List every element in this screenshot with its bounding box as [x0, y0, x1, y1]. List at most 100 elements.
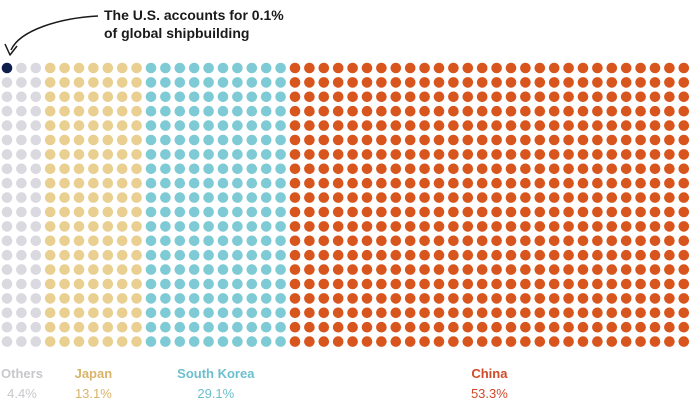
dot-china [361, 249, 373, 261]
dot-japan [88, 235, 99, 247]
dot-japan [88, 105, 99, 117]
dot-china [534, 221, 546, 232]
dot-south_korea [203, 91, 214, 103]
dot-china [563, 206, 574, 218]
dot-south_korea [275, 293, 286, 304]
dot-china [476, 91, 488, 103]
dot-china [548, 149, 560, 160]
dot-south_korea [217, 293, 229, 304]
dot-china [361, 321, 373, 333]
dot-china [433, 120, 445, 131]
dot-china [419, 192, 430, 203]
dot-japan [131, 192, 142, 203]
dot-japan [59, 91, 70, 103]
dot-china [419, 336, 430, 347]
dot-china [289, 192, 301, 203]
dot-south_korea [246, 278, 258, 290]
dot-japan [88, 91, 99, 103]
dot-china [304, 249, 315, 261]
dot-china [419, 105, 430, 117]
dot-china [419, 221, 430, 232]
dot-china [606, 321, 618, 333]
dot-china [448, 192, 459, 203]
dot-china [635, 278, 646, 290]
dot-china [361, 221, 373, 232]
dot-south_korea [160, 149, 171, 160]
dot-japan [44, 278, 56, 290]
dot-china [390, 163, 402, 175]
dot-china [318, 264, 330, 275]
dot-china [678, 120, 690, 131]
dot-china [649, 221, 661, 232]
dot-china [304, 177, 315, 189]
dot-china [606, 91, 618, 103]
dot-others [1, 221, 13, 232]
dot-china [433, 149, 445, 160]
dot-china [347, 336, 358, 347]
dot-china [534, 321, 546, 333]
dot-china [635, 120, 646, 131]
dot-china [620, 163, 632, 175]
dot-china [390, 77, 402, 88]
dot-japan [73, 62, 85, 74]
dot-china [563, 235, 574, 247]
dot-japan [131, 62, 142, 74]
dot-south_korea [246, 264, 258, 275]
dot-china [520, 177, 531, 189]
annotation-text: The U.S. accounts for 0.1% of global shi… [104, 6, 284, 42]
dot-china [606, 192, 618, 203]
dot-china [577, 235, 589, 247]
dot-china [520, 134, 531, 146]
dot-south_korea [260, 221, 272, 232]
dot-japan [88, 134, 99, 146]
dot-japan [73, 192, 85, 203]
dot-south_korea [174, 91, 186, 103]
dot-china [404, 278, 416, 290]
dot-china [390, 264, 402, 275]
dot-china [563, 149, 574, 160]
dot-china [361, 278, 373, 290]
legend-value-south_korea: 29.1% [197, 386, 235, 401]
legend-label-south_korea: South Korea [177, 366, 255, 381]
dot-china [620, 307, 632, 319]
dot-south_korea [260, 62, 272, 74]
dot-china [678, 321, 690, 333]
dot-china [505, 206, 517, 218]
dot-south_korea [275, 235, 286, 247]
dot-china [419, 163, 430, 175]
dot-china [376, 120, 387, 131]
dot-china [520, 221, 531, 232]
dot-japan [102, 120, 114, 131]
dot-china [448, 77, 459, 88]
dot-south_korea [232, 278, 243, 290]
dot-japan [44, 105, 56, 117]
dot-china [520, 120, 531, 131]
dot-china [376, 206, 387, 218]
dot-china [289, 62, 301, 74]
dot-china [304, 105, 315, 117]
dot-china [347, 177, 358, 189]
dot-china [649, 307, 661, 319]
dot-south_korea [160, 163, 171, 175]
dot-china [361, 336, 373, 347]
dot-china [462, 336, 474, 347]
dot-south_korea [275, 206, 286, 218]
dot-china [563, 192, 574, 203]
dot-china [491, 149, 502, 160]
dot-china [318, 105, 330, 117]
dot-china [678, 62, 690, 74]
dot-japan [131, 264, 142, 275]
dot-china [318, 249, 330, 261]
dot-china [664, 134, 675, 146]
dot-china [592, 177, 603, 189]
dot-china [678, 134, 690, 146]
dot-china [606, 235, 618, 247]
dot-china [534, 293, 546, 304]
dot-others [30, 249, 42, 261]
dot-south_korea [275, 62, 286, 74]
dot-south_korea [203, 293, 214, 304]
dot-japan [44, 206, 56, 218]
dot-china [620, 278, 632, 290]
dot-china [376, 134, 387, 146]
dot-china [318, 62, 330, 74]
